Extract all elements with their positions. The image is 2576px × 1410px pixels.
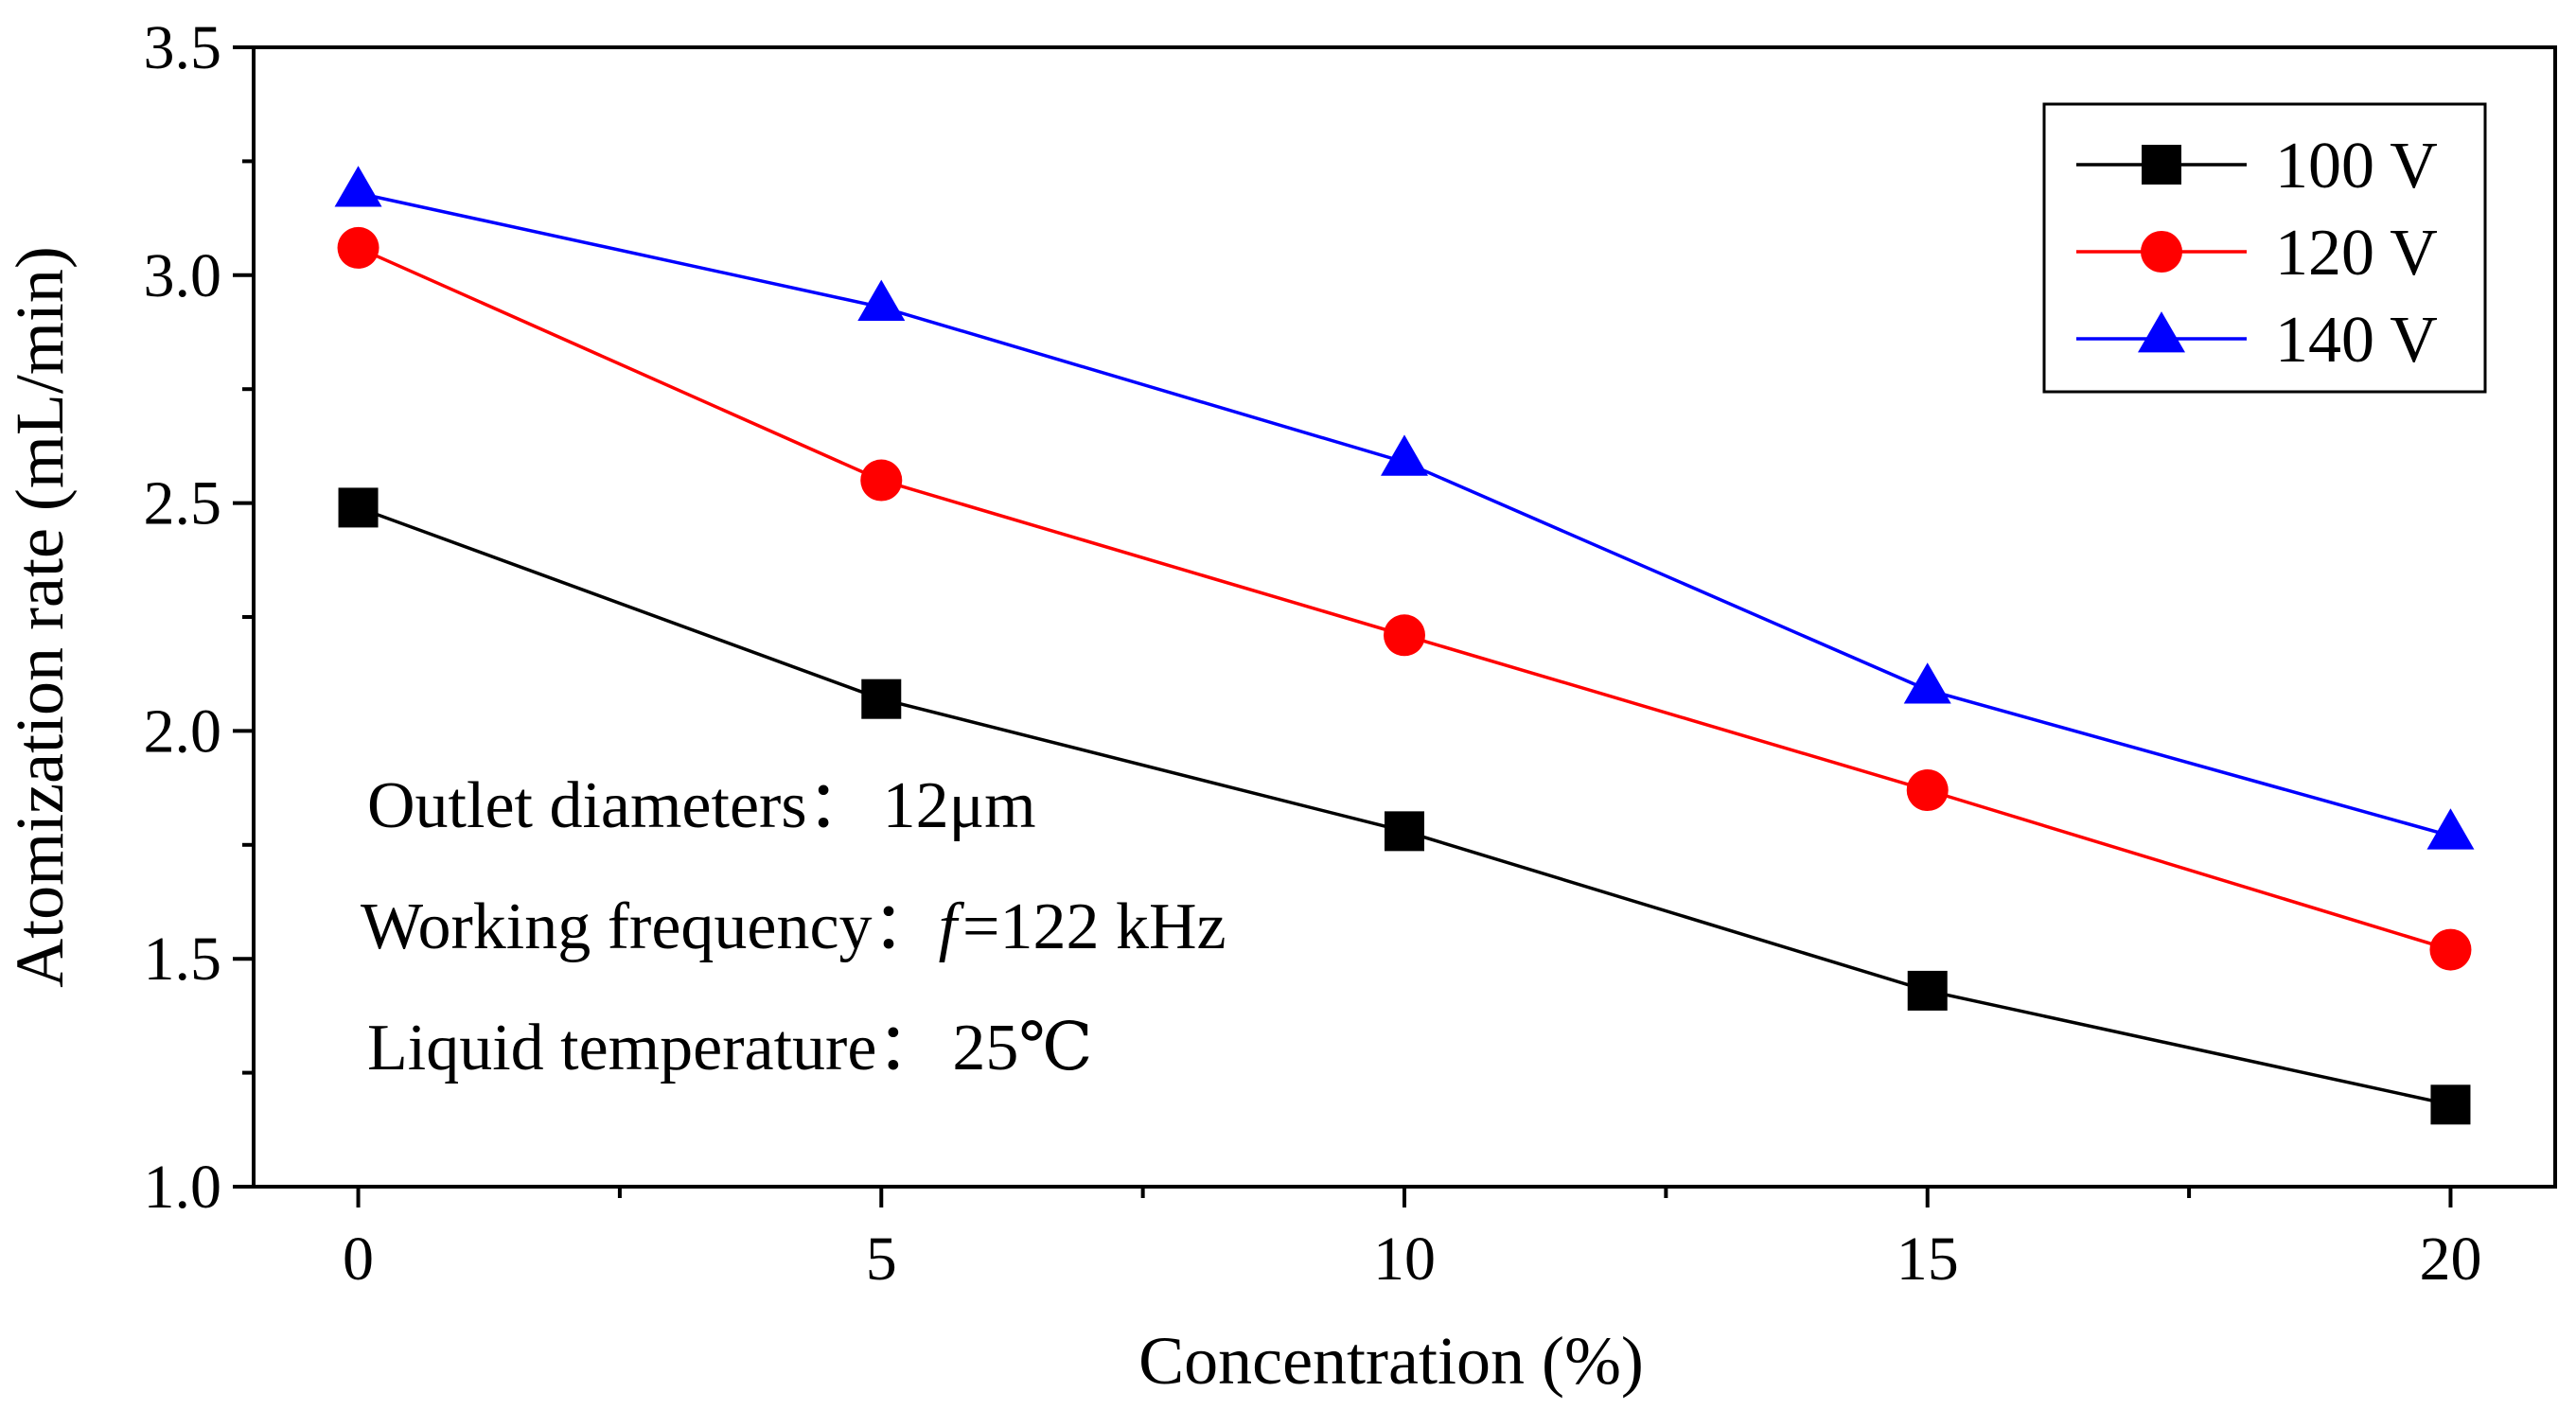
annotation-temperature-label: Liquid temperature： [367, 1012, 943, 1084]
data-point-140v [2426, 808, 2475, 850]
data-point-120v [2429, 928, 2472, 971]
data-point-140v [1381, 434, 1428, 476]
legend-box [2042, 102, 2487, 394]
y-tick-label: 1.5 [144, 925, 222, 994]
series-120v [337, 226, 2472, 971]
x-tick-label: 15 [1897, 1225, 1959, 1294]
data-point-100v [861, 679, 902, 719]
annotation-temperature-value: 25℃ [952, 1012, 1092, 1084]
y-tick-label: 3.0 [144, 241, 222, 310]
data-point-120v [1384, 614, 1425, 657]
legend-marker-100v [2142, 145, 2181, 185]
y-tick-label: 2.0 [144, 696, 222, 766]
data-point-100v [2430, 1084, 2471, 1125]
annotation-temperature: Liquid temperature： 25℃ [367, 1012, 1093, 1084]
data-point-140v [1903, 662, 1951, 704]
annotation-frequency: Working frequency：f=122 kHz [361, 890, 1226, 963]
annotation-block: Outlet diameters： 12μm Working frequency：… [361, 769, 1226, 1084]
data-point-100v [1385, 811, 1424, 852]
x-tick-label: 5 [866, 1225, 897, 1294]
legend-label-100v: 100 V [2275, 130, 2438, 203]
x-tick-label: 10 [1373, 1225, 1436, 1294]
annotation-outlet-value: 12μm [883, 769, 1036, 842]
legend-marker-140v [2138, 311, 2185, 353]
data-point-140v [334, 166, 382, 207]
x-tick-label: 20 [2419, 1225, 2481, 1294]
data-point-100v [338, 487, 379, 528]
plot-layer: 0 5 10 15 20 1.0 1.5 2.0 2.5 3.0 3.5 100 V 120 V 140 … [144, 13, 2557, 1294]
y-axis-title: Atomization rate (mL/min) [2, 246, 78, 988]
series-100v [338, 487, 2471, 1125]
annotation-frequency-value: =122 kHz [962, 890, 1226, 963]
y-tick-label: 1.0 [144, 1153, 222, 1222]
y-tick-label: 2.5 [144, 469, 222, 538]
x-tick-label: 0 [343, 1225, 374, 1294]
data-point-100v [1907, 970, 1948, 1011]
series-140v [334, 166, 2475, 850]
annotation-frequency-label: Working frequency： [361, 890, 939, 963]
data-point-140v [857, 279, 906, 321]
legend: 100 V 120 V 140 V [2042, 102, 2487, 394]
legend-label-120v: 120 V [2275, 217, 2438, 290]
data-point-120v [1906, 769, 1949, 812]
legend-marker-120v [2141, 231, 2182, 273]
x-axis-title: Concentration (%) [1138, 1323, 1644, 1399]
legend-label-140v: 140 V [2275, 304, 2438, 377]
y-tick-label: 3.5 [144, 13, 222, 82]
annotation-outlet: Outlet diameters： 12μm [367, 769, 1036, 842]
data-point-120v [860, 459, 903, 502]
data-point-120v [337, 226, 379, 269]
annotation-frequency-symbol: f [939, 890, 965, 963]
annotation-outlet-label: Outlet diameters： [367, 769, 873, 842]
